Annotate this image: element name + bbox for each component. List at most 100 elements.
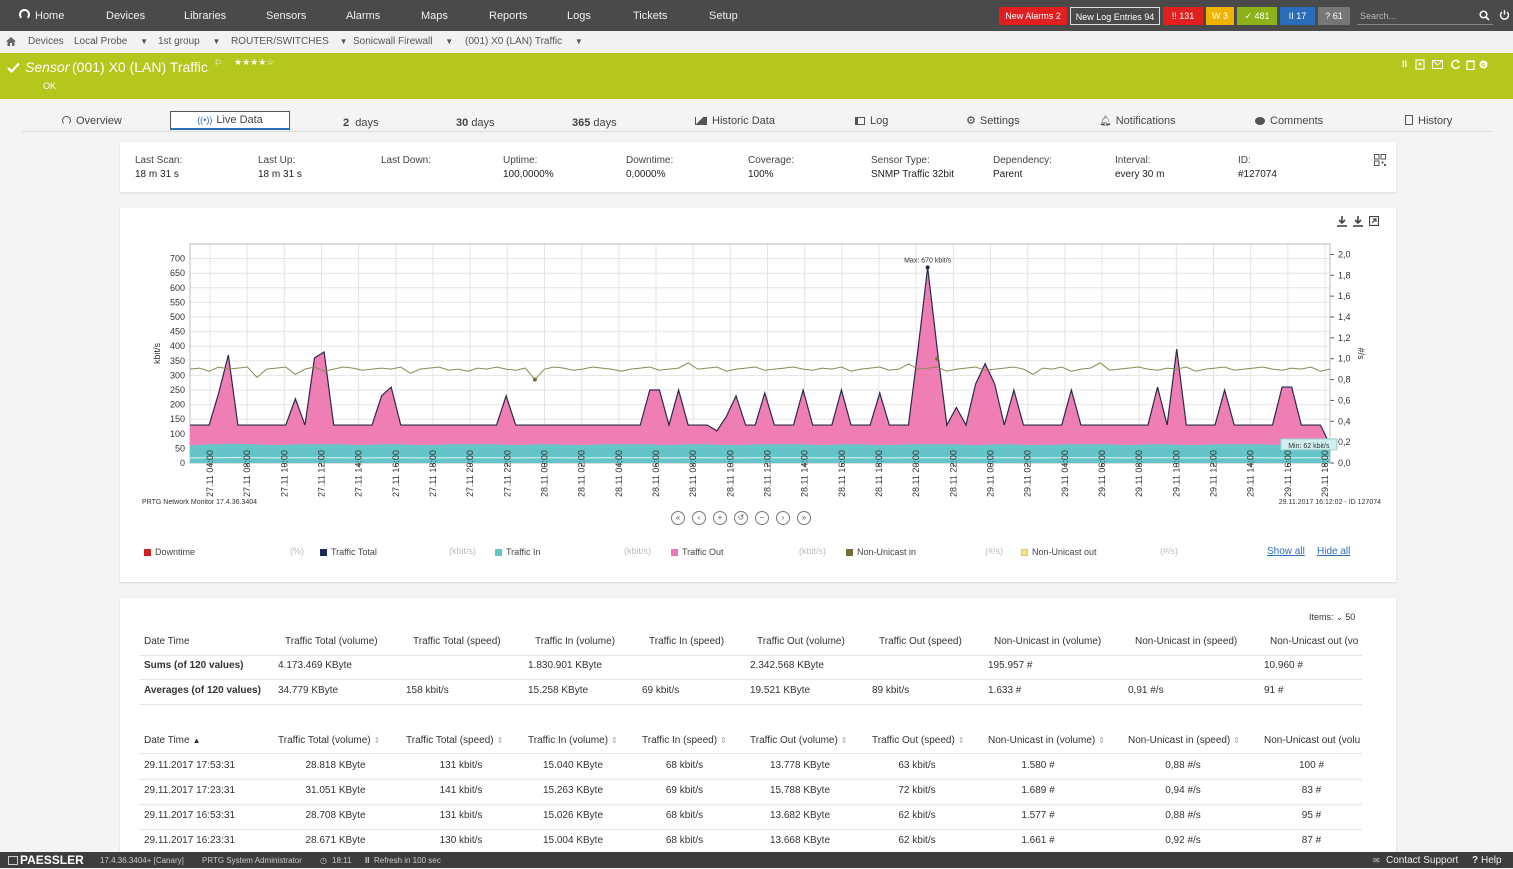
- legend-non-unicast-in[interactable]: Non-Unicast in: [846, 546, 916, 558]
- chart-prev-button[interactable]: ‹: [692, 511, 706, 525]
- summary-header-cell[interactable]: Traffic Out (speed): [879, 636, 962, 647]
- breadcrumb-sensor[interactable]: (001) X0 (LAN) Traffic ▼: [465, 31, 583, 53]
- dropdown-caret-icon[interactable]: ▼: [140, 37, 148, 46]
- sort-icon[interactable]: ⇕: [1233, 736, 1240, 745]
- tab-log[interactable]: Log: [855, 111, 888, 131]
- nav-logs[interactable]: Logs: [567, 0, 591, 31]
- legend-traffic-total[interactable]: Traffic Total: [320, 546, 377, 558]
- sort-icon[interactable]: ⇕: [374, 736, 381, 745]
- legend-checkbox[interactable]: [846, 549, 853, 556]
- home-icon[interactable]: [19, 9, 30, 20]
- nav-devices[interactable]: Devices: [106, 0, 145, 31]
- tab-live-data[interactable]: ((•))Live Data: [170, 111, 290, 130]
- breadcrumb-sonicwall[interactable]: Sonicwall Firewall ▼: [353, 31, 453, 53]
- footer-user[interactable]: PRTG System Administrator: [202, 852, 302, 869]
- home-breadcrumb-icon[interactable]: [6, 37, 16, 46]
- chart-zoom-in-button[interactable]: +: [713, 511, 727, 525]
- legend-checkbox[interactable]: [144, 549, 151, 556]
- detail-header-cell[interactable]: Traffic Total (speed)⇕: [406, 735, 503, 746]
- detail-header-cell[interactable]: Date Time▲: [144, 735, 201, 746]
- breadcrumb-devices[interactable]: Devices: [28, 31, 64, 53]
- legend-downtime[interactable]: Downtime: [144, 546, 195, 558]
- sort-icon[interactable]: ⇕: [720, 736, 727, 745]
- sort-icon[interactable]: ⇕: [1098, 736, 1105, 745]
- breadcrumb-1st-group[interactable]: 1st group ▼: [158, 31, 220, 53]
- priority-stars[interactable]: ★★★★☆: [234, 57, 274, 68]
- legend-traffic-in[interactable]: Traffic In: [495, 546, 541, 558]
- detail-header-cell[interactable]: Traffic In (speed)⇕: [642, 735, 727, 746]
- nav-setup[interactable]: Setup: [709, 0, 738, 31]
- tab-comments[interactable]: Comments: [1255, 111, 1323, 131]
- search-icon[interactable]: [1479, 10, 1490, 21]
- mail-icon[interactable]: [1432, 60, 1443, 69]
- summary-header-cell[interactable]: Non-Unicast in (volume): [994, 636, 1101, 647]
- legend-checkbox[interactable]: [320, 549, 327, 556]
- new-alarms-badge[interactable]: New Alarms 2: [999, 7, 1067, 25]
- legend-checkbox[interactable]: [671, 549, 678, 556]
- flag-icon[interactable]: ⚐: [214, 58, 222, 69]
- sort-ascending-icon[interactable]: ▲: [193, 736, 201, 745]
- tab-historic-data[interactable]: Historic Data: [695, 111, 775, 131]
- summary-header-cell[interactable]: Non-Unicast in (speed): [1135, 636, 1237, 647]
- tab-history[interactable]: History: [1405, 111, 1452, 131]
- tab-2-days[interactable]: 2 days: [343, 113, 379, 133]
- sort-icon[interactable]: ⇕: [611, 736, 618, 745]
- chart-last-button[interactable]: »: [797, 511, 811, 525]
- summary-header-cell[interactable]: Traffic Total (volume): [285, 636, 378, 647]
- tab-notifications[interactable]: 🔔︎Notifications: [1099, 111, 1176, 131]
- tab-365-days[interactable]: 365 days: [572, 113, 617, 133]
- chart-zoom-out-button[interactable]: −: [755, 511, 769, 525]
- refresh-icon[interactable]: [1450, 59, 1461, 70]
- tab-settings[interactable]: ⚙Settings: [966, 111, 1020, 131]
- detail-header-cell[interactable]: Traffic In (volume)⇕: [528, 735, 618, 746]
- add-note-icon[interactable]: [1415, 59, 1425, 70]
- detail-header-cell[interactable]: Non-Unicast out (volu: [1264, 735, 1360, 746]
- detail-header-cell[interactable]: Traffic Out (speed)⇕: [872, 735, 965, 746]
- qr-code-icon[interactable]: [1374, 154, 1386, 166]
- nav-home[interactable]: Home: [35, 0, 64, 31]
- summary-header-cell[interactable]: Traffic Total (speed): [413, 636, 501, 647]
- info-dependency-value[interactable]: Parent: [993, 169, 1022, 180]
- sort-icon[interactable]: ⇕: [841, 736, 848, 745]
- show-all-link[interactable]: Show all: [1267, 546, 1305, 557]
- tab-overview[interactable]: Overview: [62, 111, 122, 131]
- new-log-entries-badge[interactable]: New Log Entries 94: [1070, 7, 1160, 25]
- footer-help[interactable]: Help: [1481, 852, 1502, 869]
- footer-contact-support[interactable]: Contact Support: [1386, 852, 1458, 869]
- nav-sensors[interactable]: Sensors: [266, 0, 306, 31]
- chart-reset-button[interactable]: ↺: [734, 511, 748, 525]
- power-icon[interactable]: [1499, 9, 1510, 21]
- refresh-pause-icon[interactable]: II: [365, 852, 369, 869]
- delete-icon[interactable]: [1466, 59, 1475, 70]
- summary-header-cell[interactable]: Traffic In (volume): [535, 636, 615, 647]
- nav-tickets[interactable]: Tickets: [633, 0, 667, 31]
- chart-first-button[interactable]: «: [671, 511, 685, 525]
- footer-refresh[interactable]: Refresh in 100 sec: [374, 852, 441, 869]
- summary-header-cell[interactable]: Non-Unicast out (vo: [1270, 636, 1358, 647]
- detail-header-cell[interactable]: Non-Unicast in (speed)⇕: [1128, 735, 1240, 746]
- summary-header-cell[interactable]: Traffic In (speed): [649, 636, 724, 647]
- tab-30-days[interactable]: 30 days: [456, 113, 495, 133]
- up-sensors-badge[interactable]: ✓ 481: [1237, 7, 1277, 25]
- nav-reports[interactable]: Reports: [489, 0, 528, 31]
- dropdown-caret-icon[interactable]: ▼: [445, 37, 453, 46]
- breadcrumb-local-probe[interactable]: Local Probe ▼: [74, 31, 148, 53]
- dropdown-caret-icon[interactable]: ▼: [212, 37, 220, 46]
- hide-all-link[interactable]: Hide all: [1317, 546, 1350, 557]
- legend-checkbox[interactable]: [495, 549, 502, 556]
- detail-header-cell[interactable]: Non-Unicast in (volume)⇕: [988, 735, 1105, 746]
- paused-sensors-badge[interactable]: II 17: [1280, 7, 1315, 25]
- summary-header-cell[interactable]: Date Time: [144, 636, 190, 647]
- sort-icon[interactable]: ⇕: [958, 736, 965, 745]
- more-caret-icon[interactable]: ▼: [1482, 61, 1489, 68]
- detail-header-cell[interactable]: Traffic Out (volume)⇕: [750, 735, 848, 746]
- dropdown-caret-icon[interactable]: ▼: [340, 37, 348, 46]
- detail-header-cell[interactable]: Traffic Total (volume)⇕: [278, 735, 380, 746]
- nav-alarms[interactable]: Alarms: [346, 0, 380, 31]
- down-sensors-badge[interactable]: !! 131: [1163, 7, 1203, 25]
- warning-sensors-badge[interactable]: W 3: [1206, 7, 1234, 25]
- search-input[interactable]: [1357, 7, 1493, 25]
- summary-header-cell[interactable]: Traffic Out (volume): [757, 636, 845, 647]
- sort-icon[interactable]: ⇕: [497, 736, 504, 745]
- legend-checkbox[interactable]: [1021, 549, 1028, 556]
